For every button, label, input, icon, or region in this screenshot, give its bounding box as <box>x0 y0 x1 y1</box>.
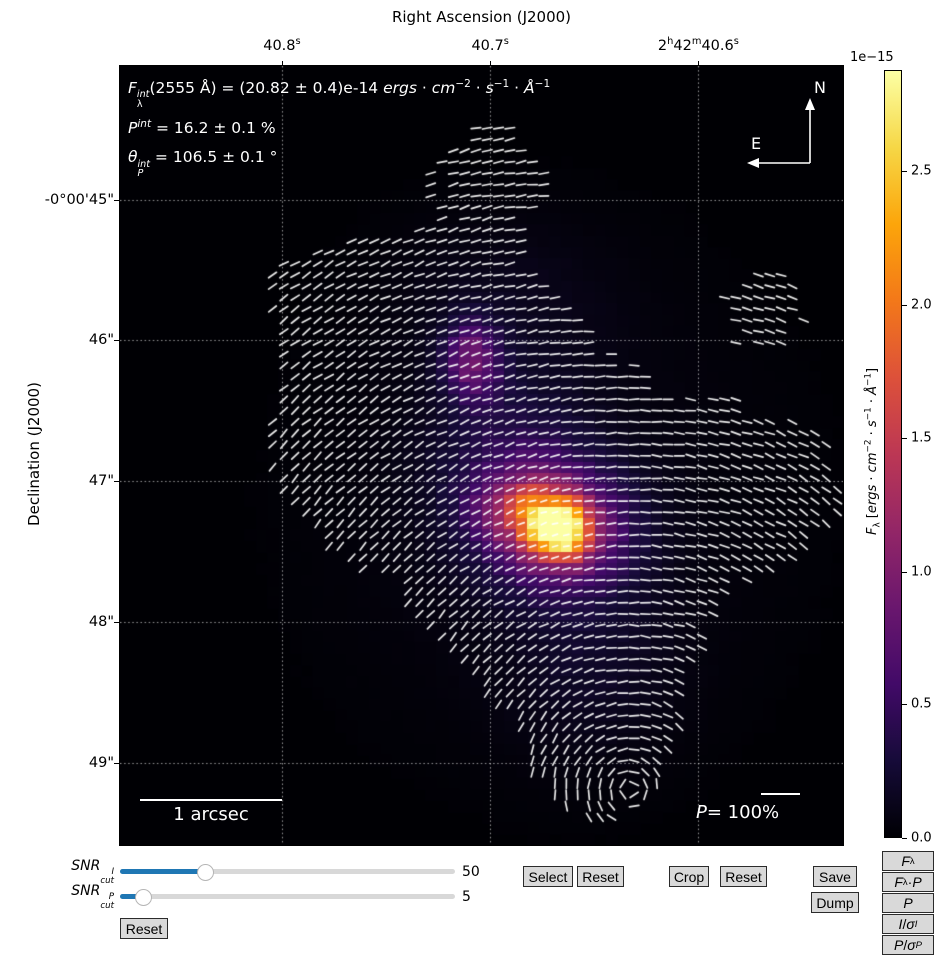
x-axis-title: Right Ascension (J2000) <box>391 8 572 26</box>
snr-p-slider[interactable] <box>120 894 455 899</box>
compass-east-label: E <box>751 134 762 153</box>
colorbar-tick-label: 2.0 <box>911 297 932 313</box>
polarization-scale-bar <box>761 793 800 795</box>
crop-button[interactable]: Crop <box>669 866 709 887</box>
y-tick-label: 48" <box>88 614 114 631</box>
snr-i-value: 50 <box>462 864 480 880</box>
x-tick-label: 40.8s <box>263 36 301 54</box>
x-tick-mark <box>490 61 492 66</box>
reset-snr-button[interactable]: Reset <box>120 918 168 939</box>
snr-p-value: 5 <box>462 889 471 905</box>
colorbar-tick-mark <box>902 704 907 706</box>
snr-i-slider[interactable] <box>120 869 455 874</box>
polarization-annotation: Pint = 16.2 ± 0.1 % <box>128 118 276 138</box>
x-tick-label: 40.7s <box>471 36 509 54</box>
colorbar-tick-label: 2.5 <box>911 163 932 179</box>
y-tick-mark <box>114 481 119 483</box>
colorbar-axis-label: Fλ [ergs · cm−2 · s−1 · Å−1] <box>863 367 883 536</box>
colorbar-tick-mark <box>902 437 907 439</box>
y-axis-title: Declination (J2000) <box>25 382 43 526</box>
colorbar-tick-mark <box>902 571 907 573</box>
colorbar-tick-label: 1.5 <box>911 430 932 446</box>
snr-i-slider-handle[interactable] <box>196 864 214 881</box>
y-tick-mark <box>114 763 119 765</box>
colorbar-tick-mark <box>902 305 907 306</box>
y-tick-mark <box>114 340 119 342</box>
colorbar-tick-mark <box>902 838 907 839</box>
colorbar-tick-label: 0.0 <box>911 830 932 846</box>
mode-button-pol-degree[interactable]: P <box>882 893 934 913</box>
colorbar-tick-label: 1.0 <box>911 564 932 579</box>
sky-image[interactable] <box>120 66 843 845</box>
colorbar-tick-mark <box>902 171 907 173</box>
mode-button-snr-i[interactable]: I / σ I <box>882 914 934 934</box>
angle-annotation: θ int P = 106.5 ± 0.1 ° <box>128 148 278 180</box>
y-tick-label: -0°00'45" <box>44 191 114 208</box>
colorbar <box>884 70 902 838</box>
x-tick-mark <box>281 61 283 66</box>
compass-north-label: N <box>814 78 826 97</box>
colorbar-tick-label: 0.5 <box>911 696 932 712</box>
snr-p-slider-fill <box>120 894 144 899</box>
y-tick-label: 47" <box>88 473 114 490</box>
select-button[interactable]: Select <box>523 866 573 887</box>
y-tick-label: 49" <box>88 755 114 772</box>
y-tick-mark <box>114 199 119 201</box>
scale-bar-label: 1 arcsec <box>173 804 249 825</box>
scale-bar <box>140 799 282 801</box>
x-tick-label: 2h42m40.6s <box>657 36 739 54</box>
reset-crop-button[interactable]: Reset <box>720 866 767 887</box>
colorbar-offset-label: 1e−15 <box>850 50 894 65</box>
compass-icon <box>747 98 815 168</box>
snr-p-slider-handle[interactable] <box>134 889 152 906</box>
y-tick-mark <box>114 622 119 624</box>
save-button[interactable]: Save <box>813 866 857 887</box>
snr-i-slider-fill <box>120 869 206 874</box>
dump-button[interactable]: Dump <box>811 892 859 913</box>
polarization-scale-label: P= 100% <box>696 802 780 823</box>
y-tick-label: 46" <box>88 332 114 349</box>
mode-button-snr-p[interactable]: P / σ P <box>882 935 934 955</box>
x-tick-mark <box>698 61 700 66</box>
reset-select-button[interactable]: Reset <box>577 866 624 887</box>
